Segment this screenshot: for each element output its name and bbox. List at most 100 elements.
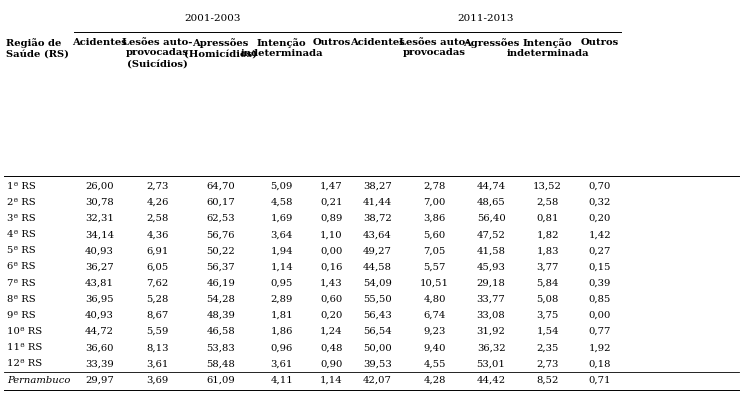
- Text: 2,58: 2,58: [146, 214, 169, 223]
- Text: 36,27: 36,27: [85, 263, 114, 272]
- Text: 32,31: 32,31: [85, 214, 114, 223]
- Text: 41,58: 41,58: [476, 246, 506, 255]
- Text: 1,82: 1,82: [536, 230, 559, 239]
- Text: Intenção
indeterminada: Intenção indeterminada: [506, 38, 589, 58]
- Text: 2,89: 2,89: [270, 295, 293, 304]
- Text: 54,09: 54,09: [363, 279, 392, 287]
- Text: 6ª RS: 6ª RS: [7, 263, 36, 272]
- Text: 0,00: 0,00: [588, 311, 611, 320]
- Text: 0,39: 0,39: [588, 279, 611, 287]
- Text: 45,93: 45,93: [477, 263, 505, 272]
- Text: 2011-2013: 2011-2013: [458, 14, 514, 23]
- Text: Pernambuco: Pernambuco: [7, 375, 71, 385]
- Text: Apressões
(Homicídios): Apressões (Homicídios): [184, 38, 257, 58]
- Text: 5,59: 5,59: [146, 327, 169, 336]
- Text: 9,40: 9,40: [424, 343, 446, 352]
- Text: 44,72: 44,72: [85, 327, 114, 336]
- Text: 1,14: 1,14: [270, 263, 293, 272]
- Text: Intenção
indeterminada: Intenção indeterminada: [240, 38, 323, 58]
- Text: 48,39: 48,39: [207, 311, 235, 320]
- Text: 58,48: 58,48: [207, 359, 235, 368]
- Text: Acidentes: Acidentes: [350, 38, 405, 47]
- Text: 10,51: 10,51: [420, 279, 450, 287]
- Text: 0,00: 0,00: [320, 246, 343, 255]
- Text: 49,27: 49,27: [363, 246, 392, 255]
- Text: 56,40: 56,40: [477, 214, 505, 223]
- Text: 1,54: 1,54: [536, 327, 559, 336]
- Text: 4,11: 4,11: [270, 375, 293, 385]
- Text: 5,57: 5,57: [424, 263, 446, 272]
- Text: 6,91: 6,91: [146, 246, 169, 255]
- Text: 47,52: 47,52: [477, 230, 505, 239]
- Text: 3ª RS: 3ª RS: [7, 214, 36, 223]
- Text: 0,81: 0,81: [536, 214, 559, 223]
- Text: 0,95: 0,95: [270, 279, 293, 287]
- Text: 50,22: 50,22: [207, 246, 235, 255]
- Text: 9ª RS: 9ª RS: [7, 311, 36, 320]
- Text: 44,42: 44,42: [476, 375, 506, 385]
- Text: 36,32: 36,32: [477, 343, 505, 352]
- Text: 1,43: 1,43: [320, 279, 343, 287]
- Text: 8,13: 8,13: [146, 343, 169, 352]
- Text: 7,62: 7,62: [146, 279, 169, 287]
- Text: 4,58: 4,58: [270, 198, 293, 207]
- Text: 3,77: 3,77: [536, 263, 559, 272]
- Text: 6,05: 6,05: [146, 263, 169, 272]
- Text: 48,65: 48,65: [477, 198, 505, 207]
- Text: 1,83: 1,83: [536, 246, 559, 255]
- Text: 1,92: 1,92: [588, 343, 611, 352]
- Text: 64,70: 64,70: [207, 182, 235, 191]
- Text: 41,44: 41,44: [363, 198, 392, 207]
- Text: 5,60: 5,60: [424, 230, 446, 239]
- Text: 8,67: 8,67: [146, 311, 169, 320]
- Text: 55,50: 55,50: [363, 295, 392, 304]
- Text: 0,18: 0,18: [588, 359, 611, 368]
- Text: 6,74: 6,74: [424, 311, 446, 320]
- Text: 2,58: 2,58: [536, 198, 559, 207]
- Text: 4,26: 4,26: [146, 198, 169, 207]
- Text: 0,71: 0,71: [588, 375, 611, 385]
- Text: 0,27: 0,27: [588, 246, 611, 255]
- Text: 29,18: 29,18: [477, 279, 505, 287]
- Text: 3,69: 3,69: [146, 375, 169, 385]
- Text: 53,83: 53,83: [207, 343, 235, 352]
- Text: 0,85: 0,85: [588, 295, 611, 304]
- Text: 1,86: 1,86: [270, 327, 293, 336]
- Text: 39,53: 39,53: [363, 359, 392, 368]
- Text: Agressões: Agressões: [463, 38, 519, 48]
- Text: 1,94: 1,94: [270, 246, 293, 255]
- Text: 4ª RS: 4ª RS: [7, 230, 36, 239]
- Text: 5,08: 5,08: [536, 295, 559, 304]
- Text: 2ª RS: 2ª RS: [7, 198, 36, 207]
- Text: 56,76: 56,76: [207, 230, 235, 239]
- Text: 40,93: 40,93: [85, 246, 114, 255]
- Text: 4,80: 4,80: [424, 295, 446, 304]
- Text: 13,52: 13,52: [533, 182, 562, 191]
- Text: 10ª RS: 10ª RS: [7, 327, 42, 336]
- Text: 12ª RS: 12ª RS: [7, 359, 42, 368]
- Text: 46,19: 46,19: [207, 279, 235, 287]
- Text: 0,16: 0,16: [320, 263, 343, 272]
- Text: 33,08: 33,08: [477, 311, 505, 320]
- Text: 54,28: 54,28: [207, 295, 235, 304]
- Text: 38,27: 38,27: [363, 182, 392, 191]
- Text: 11ª RS: 11ª RS: [7, 343, 42, 352]
- Text: Outros: Outros: [580, 38, 619, 47]
- Text: 1,69: 1,69: [270, 214, 293, 223]
- Text: 61,09: 61,09: [207, 375, 235, 385]
- Text: 0,48: 0,48: [320, 343, 343, 352]
- Text: 30,78: 30,78: [85, 198, 114, 207]
- Text: 40,93: 40,93: [85, 311, 114, 320]
- Text: 4,36: 4,36: [146, 230, 169, 239]
- Text: 62,53: 62,53: [207, 214, 235, 223]
- Text: 1,24: 1,24: [320, 327, 343, 336]
- Text: 60,17: 60,17: [207, 198, 235, 207]
- Text: 0,60: 0,60: [320, 295, 343, 304]
- Text: 33,39: 33,39: [85, 359, 114, 368]
- Text: 1,47: 1,47: [320, 182, 343, 191]
- Text: 1ª RS: 1ª RS: [7, 182, 36, 191]
- Text: 36,95: 36,95: [85, 295, 114, 304]
- Text: 4,28: 4,28: [424, 375, 446, 385]
- Text: 3,61: 3,61: [146, 359, 169, 368]
- Text: 46,58: 46,58: [207, 327, 235, 336]
